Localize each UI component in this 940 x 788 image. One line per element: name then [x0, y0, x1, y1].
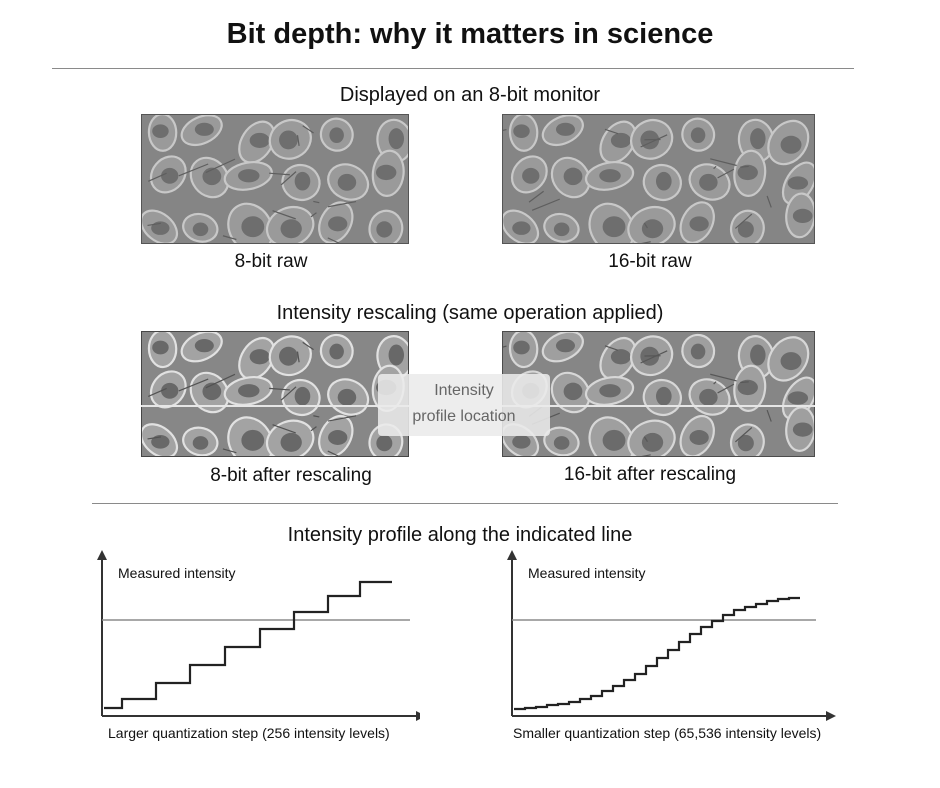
rescale-section-label: Intensity rescaling (same operation appl…	[276, 302, 664, 324]
caption-16bit-raw: 16-bit raw	[608, 251, 692, 272]
cell-image-16bit-raw	[502, 114, 815, 244]
xcaption-right: Smaller quantization step (65,536 intens…	[513, 725, 822, 741]
overlay-line2: profile location	[412, 408, 516, 425]
ylabel-right: Measured intensity	[528, 565, 646, 581]
step-profile-8bit	[104, 580, 392, 710]
profile-line-right	[502, 405, 815, 407]
profile-line-left	[141, 405, 409, 407]
title-divider	[52, 68, 854, 69]
caption-8bit-raw: 8-bit raw	[234, 251, 308, 272]
ylabel-left: Measured intensity	[118, 565, 236, 581]
y-axis-arrow-icon	[97, 550, 107, 560]
profile-chart-8bit	[97, 550, 420, 721]
y-axis-arrow-icon	[507, 550, 517, 560]
profile-chart-16bit	[507, 550, 836, 721]
monitor-section-label: Displayed on an 8-bit monitor	[339, 84, 601, 106]
caption-16bit-rescaled: 16-bit after rescaling	[563, 464, 737, 485]
x-axis-arrow-icon	[416, 711, 420, 721]
profile-section-label: Intensity profile along the indicated li…	[287, 524, 633, 546]
x-axis-arrow-icon	[826, 711, 836, 721]
profile-location-overlay: Intensity profile location	[378, 374, 550, 436]
section-divider	[92, 503, 838, 504]
overlay-line1: Intensity	[434, 382, 494, 399]
cell-image-8bit-raw	[141, 114, 409, 244]
step-profile-16bit	[514, 596, 800, 711]
xcaption-left: Larger quantization step (256 intensity …	[108, 725, 390, 741]
cell-image-8bit-rescaled	[141, 331, 409, 457]
page-title: Bit depth: why it matters in science	[226, 18, 714, 50]
caption-8bit-rescaled: 8-bit after rescaling	[210, 465, 372, 486]
